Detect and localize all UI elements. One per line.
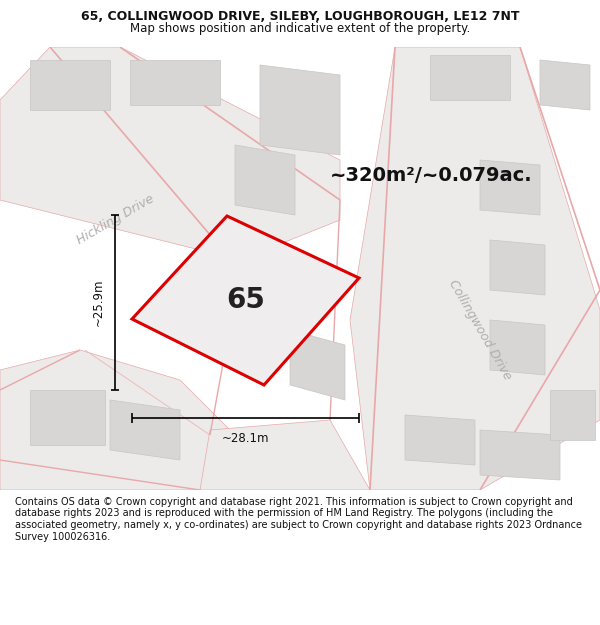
- Text: Collingwood Drive: Collingwood Drive: [446, 278, 514, 382]
- Polygon shape: [30, 390, 105, 445]
- Text: ~28.1m: ~28.1m: [222, 432, 269, 445]
- Text: Hickling Drive: Hickling Drive: [74, 192, 156, 248]
- Polygon shape: [540, 60, 590, 110]
- Polygon shape: [480, 160, 540, 215]
- Polygon shape: [200, 420, 370, 490]
- Polygon shape: [350, 47, 600, 490]
- Polygon shape: [235, 145, 295, 215]
- Polygon shape: [550, 390, 595, 440]
- Polygon shape: [110, 400, 180, 460]
- Polygon shape: [130, 60, 220, 105]
- Polygon shape: [290, 330, 345, 400]
- Polygon shape: [480, 430, 560, 480]
- Polygon shape: [30, 60, 110, 110]
- Polygon shape: [490, 320, 545, 375]
- Text: Contains OS data © Crown copyright and database right 2021. This information is : Contains OS data © Crown copyright and d…: [15, 497, 582, 541]
- Polygon shape: [430, 55, 510, 100]
- Polygon shape: [0, 350, 240, 490]
- Polygon shape: [490, 240, 545, 295]
- Polygon shape: [260, 65, 340, 155]
- Text: ~25.9m: ~25.9m: [92, 279, 105, 326]
- Text: ~320m²/~0.079ac.: ~320m²/~0.079ac.: [330, 166, 533, 184]
- Text: Map shows position and indicative extent of the property.: Map shows position and indicative extent…: [130, 22, 470, 35]
- Polygon shape: [405, 415, 475, 465]
- Text: 65: 65: [226, 286, 265, 314]
- Text: 65, COLLINGWOOD DRIVE, SILEBY, LOUGHBOROUGH, LE12 7NT: 65, COLLINGWOOD DRIVE, SILEBY, LOUGHBORO…: [81, 11, 519, 23]
- Polygon shape: [132, 216, 359, 385]
- Polygon shape: [0, 47, 340, 260]
- Polygon shape: [195, 265, 260, 330]
